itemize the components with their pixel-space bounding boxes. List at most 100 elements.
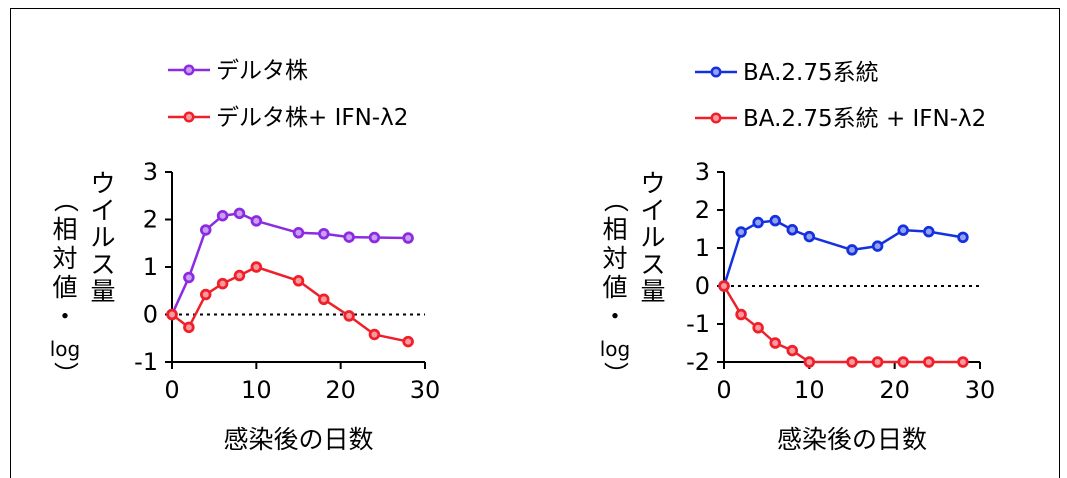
data-point-highlight: [806, 233, 813, 240]
legend-label: デルタ株: [216, 58, 308, 84]
data-point-highlight: [405, 338, 412, 345]
data-point-highlight: [236, 210, 243, 217]
data-point-highlight: [925, 359, 932, 365]
data-point-highlight: [253, 217, 260, 224]
x-tick-label: 0: [716, 376, 731, 404]
legend-entry: デルタ株: [168, 58, 308, 84]
y-tick-label: 0: [143, 301, 158, 329]
y-label-char: 値: [52, 273, 77, 302]
data-point-highlight: [772, 217, 779, 224]
data-point-highlight: [900, 359, 907, 365]
legend-label: BA.2.75系統: [743, 60, 879, 86]
y-label-char: 量: [640, 277, 665, 306]
y-label-paren-close: ）: [601, 361, 630, 386]
data-point-highlight: [185, 324, 192, 331]
x-tick-label: 20: [879, 376, 910, 404]
data-point-highlight: [219, 280, 226, 287]
y-tick-label: 2: [695, 196, 710, 224]
y-label-char: ウ: [90, 169, 115, 198]
legend-label: デルタ株+ IFN-λ2: [216, 105, 408, 131]
legend-label: BA.2.75系統 + IFN-λ2: [743, 106, 986, 132]
data-point-highlight: [738, 311, 745, 318]
data-point-highlight: [959, 359, 966, 365]
data-point-highlight: [295, 229, 302, 236]
x-tick-label: 10: [794, 376, 825, 404]
data-point-highlight: [925, 228, 932, 235]
y-label-char: イ: [90, 196, 115, 225]
series-2: [166, 261, 414, 348]
y-tick-label: 3: [695, 158, 710, 186]
data-point-highlight: [849, 359, 855, 365]
x-tick-label: 10: [241, 376, 272, 404]
y-tick-label: 1: [143, 253, 158, 281]
data-point-highlight: [721, 283, 727, 289]
x-tick-label: 30: [410, 376, 441, 404]
data-point-highlight: [738, 229, 745, 236]
y-tick-label: 2: [143, 206, 158, 234]
data-point-highlight: [789, 347, 796, 354]
data-point-highlight: [849, 246, 855, 253]
data-point-highlight: [959, 234, 966, 241]
data-point-highlight: [346, 312, 353, 319]
data-point-highlight: [806, 359, 813, 365]
series-2: [718, 280, 969, 368]
data-point-highlight: [253, 264, 260, 270]
y-label-paren-open: （: [601, 187, 630, 212]
data-point-highlight: [236, 272, 243, 279]
series-1: [166, 207, 414, 321]
data-point-highlight: [295, 277, 302, 284]
y-label-char: 相: [52, 215, 77, 244]
data-point-highlight: [755, 219, 762, 226]
y-tick-label: -1: [686, 310, 710, 338]
data-point-highlight: [371, 234, 378, 241]
figure-frame: [10, 8, 1060, 478]
data-point-highlight: [755, 324, 762, 331]
y-label-char: イ: [640, 196, 665, 225]
x-tick-label: 20: [325, 376, 356, 404]
legend-marker-highlight: [713, 115, 719, 121]
y-tick-label: 3: [143, 158, 158, 186]
data-point-highlight: [371, 331, 378, 338]
data-point-highlight: [346, 234, 353, 241]
data-point-highlight: [900, 227, 907, 234]
data-point-highlight: [405, 235, 412, 242]
y-tick-label: 1: [695, 234, 710, 262]
y-label-char: ス: [640, 250, 665, 279]
data-point-highlight: [874, 359, 881, 365]
y-label-paren-close: ）: [51, 361, 80, 386]
data-point-highlight: [202, 226, 209, 233]
data-point-highlight: [772, 340, 779, 346]
y-tick-label: -1: [134, 348, 158, 376]
y-label-char: 相: [602, 215, 627, 244]
legend-entry: デルタ株+ IFN-λ2: [168, 105, 408, 131]
data-point-highlight: [202, 291, 209, 298]
x-tick-label: 30: [965, 376, 996, 404]
legend-marker-highlight: [186, 67, 192, 73]
legend-marker-highlight: [186, 114, 192, 120]
series-1: [718, 214, 969, 292]
y-label-char: ル: [640, 223, 665, 252]
data-point-highlight: [320, 296, 327, 303]
data-point-highlight: [219, 212, 226, 219]
y-tick-label: 0: [695, 272, 710, 300]
y-label-char: ス: [90, 250, 115, 279]
y-label-char: ・: [602, 302, 627, 331]
y-label-log: log: [600, 337, 631, 361]
x-axis-label: 感染後の日数: [777, 425, 927, 454]
data-point-highlight: [874, 243, 881, 250]
y-label-log: log: [50, 337, 81, 361]
y-label-char: ウ: [640, 169, 665, 198]
data-point-highlight: [789, 226, 796, 233]
data-point-highlight: [169, 311, 175, 318]
legend-entry: BA.2.75系統: [695, 60, 879, 86]
y-label-char: 値: [602, 273, 627, 302]
y-label-char: 対: [602, 244, 627, 273]
y-label-char: 対: [52, 244, 77, 273]
y-label-paren-open: （: [51, 187, 80, 212]
legend-marker-highlight: [713, 69, 719, 75]
y-label-char: 量: [90, 277, 115, 306]
